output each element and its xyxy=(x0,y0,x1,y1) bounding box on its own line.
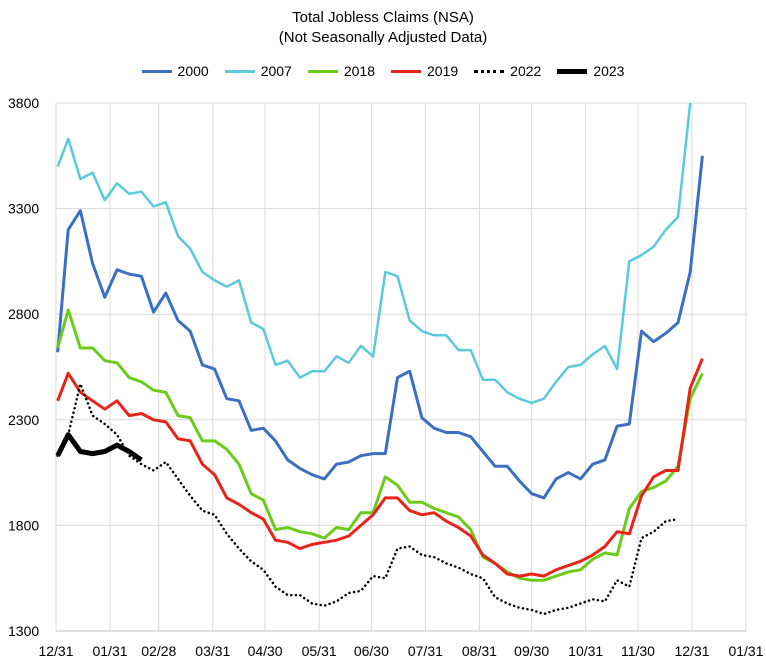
x-tick-label: 02/28 xyxy=(141,643,176,659)
x-tick-label: 12/31 xyxy=(38,643,73,659)
y-tick-label: 1300 xyxy=(8,623,39,639)
y-tick-label: 3800 xyxy=(8,95,39,111)
series-line-2007 xyxy=(56,102,692,405)
x-tick-label: 09/30 xyxy=(514,643,549,659)
legend-label: 2023 xyxy=(593,63,625,79)
legend-label: 2000 xyxy=(177,63,209,79)
legend-label: 2018 xyxy=(343,63,375,79)
legend-label: 2019 xyxy=(427,63,459,79)
x-tick-label: 12/31 xyxy=(674,643,709,659)
legend-item-2019: 2019 xyxy=(391,63,458,79)
legend-item-2022: 2022 xyxy=(474,63,541,79)
legend-label: 2022 xyxy=(510,63,542,79)
y-tick-label: 2800 xyxy=(8,306,39,322)
legend-swatch xyxy=(224,69,255,73)
y-tick-label: 3300 xyxy=(8,201,39,217)
legend-item-2023: 2023 xyxy=(557,63,624,79)
x-tick-label: 05/31 xyxy=(302,643,337,659)
x-tick-label: 07/31 xyxy=(408,643,443,659)
x-tick-label: 08/31 xyxy=(462,643,497,659)
x-tick-label: 04/30 xyxy=(248,643,283,659)
series-line-2019 xyxy=(56,358,704,578)
chart-subtitle: (Not Seasonally Adjusted Data) xyxy=(278,29,488,46)
legend-label: 2007 xyxy=(260,63,292,79)
chart-title: Total Jobless Claims (NSA) xyxy=(292,9,474,26)
y-tick-label: 1800 xyxy=(8,517,39,533)
legend-item-2007: 2007 xyxy=(224,63,292,79)
x-tick-label: 11/30 xyxy=(621,643,655,659)
legend-swatch xyxy=(557,68,588,74)
x-tick-label: 01/31 xyxy=(92,643,127,659)
chart-title-block: Total Jobless Claims (NSA) (Not Seasonal… xyxy=(0,8,766,48)
legend-item-2000: 2000 xyxy=(141,63,209,79)
legend-swatch xyxy=(391,69,421,73)
series-line-2000 xyxy=(56,155,704,500)
x-tick-label: 03/31 xyxy=(195,643,230,659)
legend-swatch xyxy=(307,69,338,73)
legend-swatch xyxy=(141,69,172,73)
x-tick-label: 01/31 xyxy=(728,643,763,659)
series-line-2018 xyxy=(56,308,704,582)
x-tick-label: 10/31 xyxy=(568,643,603,659)
legend-swatch xyxy=(474,69,505,73)
chart-legend: 2000 2007 2018 2019 2022 2023 xyxy=(0,63,766,79)
x-tick-label: 06/30 xyxy=(354,643,389,659)
legend-item-2018: 2018 xyxy=(307,63,375,79)
y-tick-label: 2300 xyxy=(8,412,39,428)
series-line-2023 xyxy=(55,432,143,462)
